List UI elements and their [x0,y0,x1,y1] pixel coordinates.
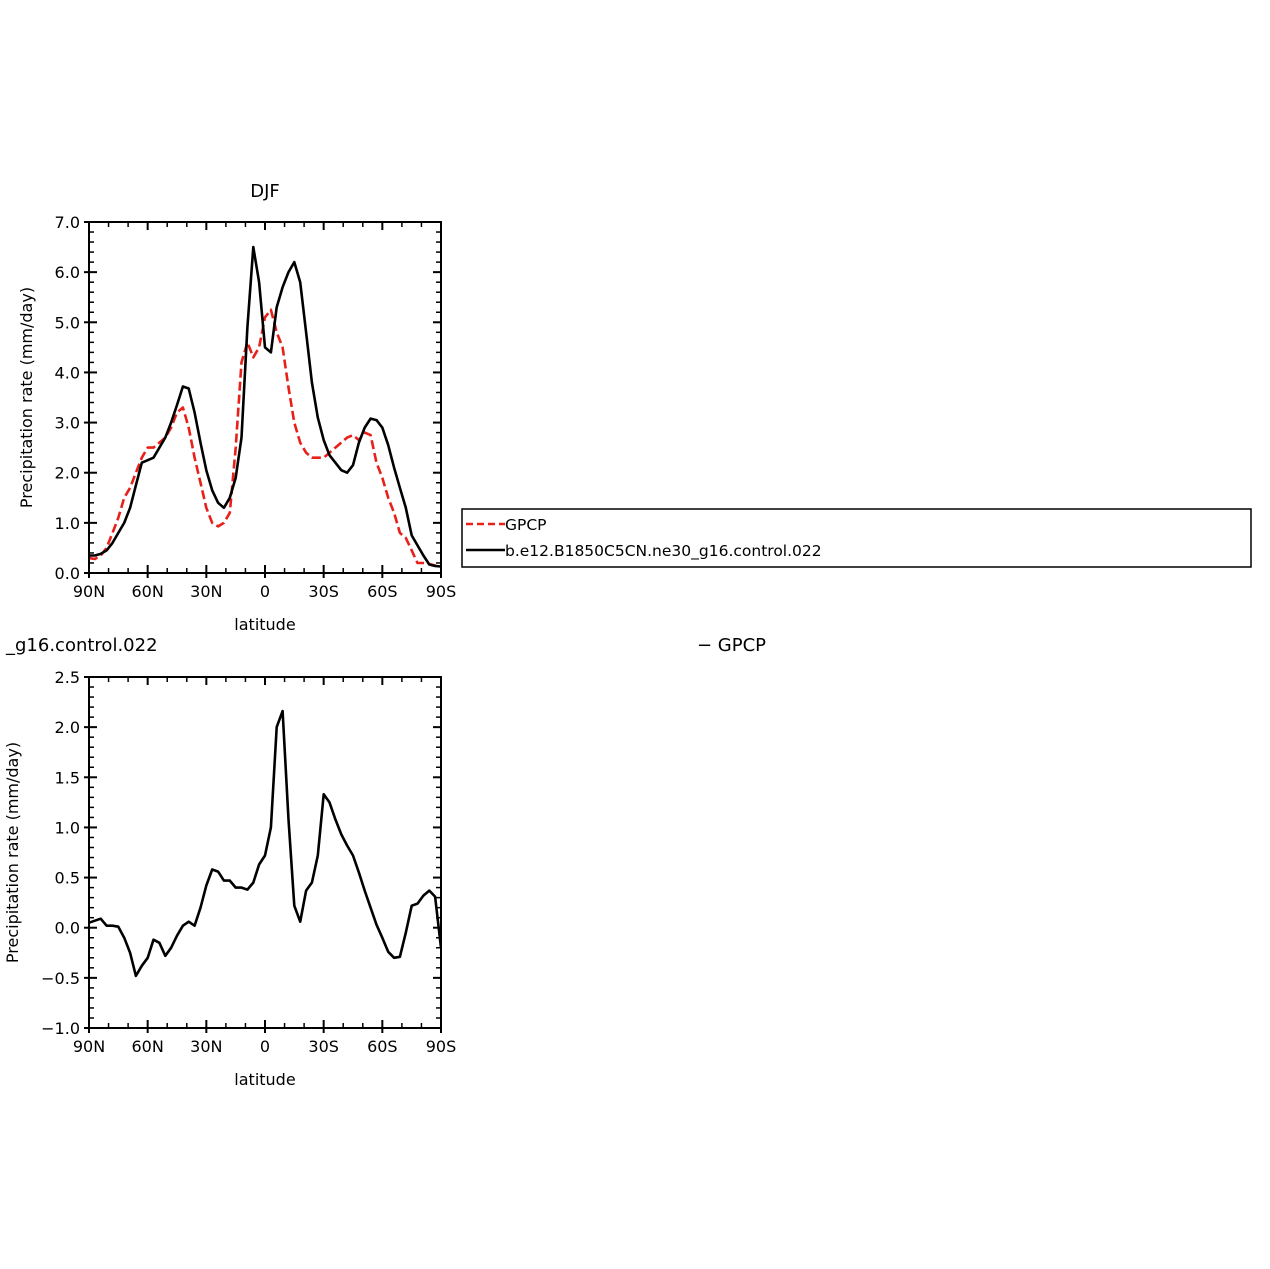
x-tick-label: 0 [260,1037,270,1056]
y-tick-label: 2.0 [55,464,80,483]
y-tick-label: 2.0 [55,718,80,737]
x-tick-label: 30S [308,582,339,601]
y-axis-label: Precipitation rate (mm/day) [17,287,36,508]
x-tick-labels: 90N 60N 30N 0 30S 60S 90S [73,582,456,601]
y-tick-label: 1.0 [55,514,80,533]
legend-box [461,508,1252,568]
y-tick-label: 3.0 [55,414,80,433]
y-tick-label: 0.0 [55,919,80,938]
y-tick-label: 5.0 [55,313,80,332]
axis-ticks [84,221,442,578]
y-tick-label: 1.5 [55,768,80,787]
chart-title: DJF [250,181,280,202]
x-tick-label: 30N [190,1037,222,1056]
y-tick-label: 6.0 [55,263,80,282]
y-axis-label: Precipitation rate (mm/day) [3,742,22,963]
x-tick-label: 30S [308,1037,339,1056]
y-tick-label: −1.0 [41,1019,80,1038]
x-tick-label: 90S [426,1037,457,1056]
series-line-gpcp [89,308,441,570]
series-layer [89,709,441,978]
x-tick-label: 90N [73,1037,105,1056]
chart-title-left: _g16.control.022 [5,635,158,656]
x-axis-label: latitude [234,615,295,634]
legend-label-gpcp: GPCP [505,516,547,534]
x-tick-label: 0 [260,582,270,601]
plot-frame [88,221,442,574]
y-tick-label: 0.0 [55,564,80,583]
y-tick-label: −0.5 [41,969,80,988]
y-tick-label: 0.5 [55,869,80,888]
x-tick-label: 60N [132,1037,164,1056]
x-axis-label: latitude [234,1070,295,1089]
y-tick-label: 1.0 [55,818,80,837]
chart-title-right: − GPCP [697,635,766,656]
series-line-model [89,245,441,568]
legend: GPCP b.e12.B1850C5CN.ne30_g16.control.02… [461,508,1252,568]
series-line-model [89,709,441,978]
legend-label-model: b.e12.B1850C5CN.ne30_g16.control.022 [505,542,822,561]
x-tick-label: 60S [367,1037,398,1056]
chart-djf: DJF 0.0 1.0 2.0 3.0 4.0 5.0 6.0 7.0 90N 60N 30N 0 3… [17,181,456,634]
y-tick-label: 7.0 [55,213,80,232]
y-tick-label: 2.5 [55,668,80,687]
x-tick-label: 60N [132,582,164,601]
y-tick-label: 4.0 [55,363,80,382]
chart-difference: _g16.control.022 − GPCP −1.0 −0.5 0.0 0.5 1.… [3,635,766,1089]
series-layer [89,245,441,570]
x-tick-label: 90S [426,582,457,601]
x-tick-label: 60S [367,582,398,601]
y-tick-labels: 0.0 1.0 2.0 3.0 4.0 5.0 6.0 7.0 [55,213,80,583]
x-tick-label: 30N [190,582,222,601]
axis-ticks [84,676,442,1033]
plot-frame [88,676,442,1029]
y-tick-labels: −1.0 −0.5 0.0 0.5 1.0 1.5 2.0 2.5 [41,668,80,1038]
x-tick-label: 90N [73,582,105,601]
x-tick-labels: 90N 60N 30N 0 30S 60S 90S [73,1037,456,1056]
